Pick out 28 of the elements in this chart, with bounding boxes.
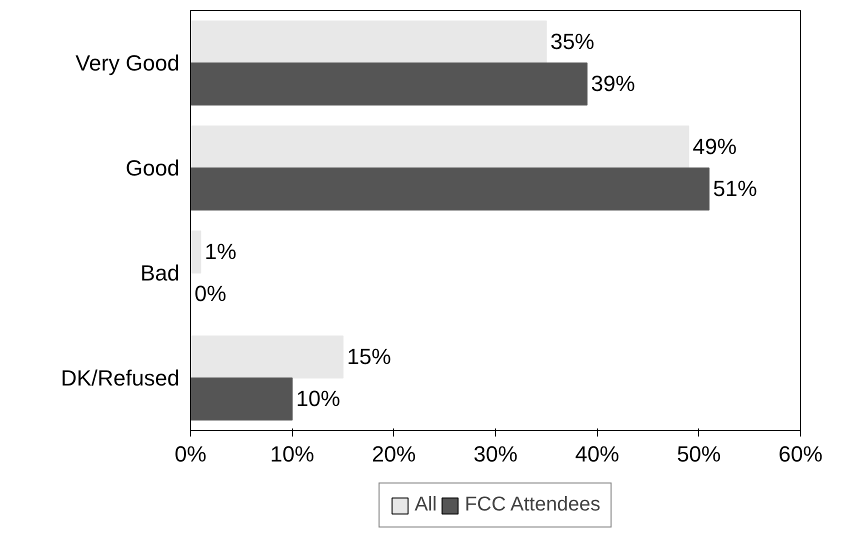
data-label: 15% [347, 344, 392, 369]
bar [190, 378, 293, 420]
y-tick-label: Bad [140, 260, 180, 286]
y-tick-label: Good [126, 156, 180, 180]
x-tick-label: 20% [372, 442, 416, 466]
bar [190, 230, 202, 274]
bar [190, 62, 588, 106]
data-label: 1% [204, 239, 236, 264]
bar [190, 126, 690, 168]
data-label: 49% [692, 134, 737, 159]
data-label: 51% [713, 176, 758, 201]
x-tick-label: 60% [778, 442, 823, 466]
x-tick-label: 50% [676, 442, 721, 466]
x-tick-label: 0% [174, 442, 206, 466]
y-tick-label: Very Good [76, 50, 180, 76]
legend-label: FCC Attendees [464, 494, 600, 516]
x-tick-label: 30% [473, 442, 518, 466]
data-label: 35% [550, 29, 594, 54]
x-tick-label: 40% [575, 442, 620, 466]
legend-label: All [414, 494, 437, 516]
bar [190, 336, 344, 378]
data-label: 39% [591, 71, 636, 96]
bar [190, 168, 710, 210]
data-label: 10% [296, 386, 340, 411]
data-label: 0% [194, 281, 226, 306]
y-tick-label: DK/Refused [60, 366, 180, 390]
x-tick-label: 10% [270, 442, 314, 466]
bar [190, 20, 547, 64]
